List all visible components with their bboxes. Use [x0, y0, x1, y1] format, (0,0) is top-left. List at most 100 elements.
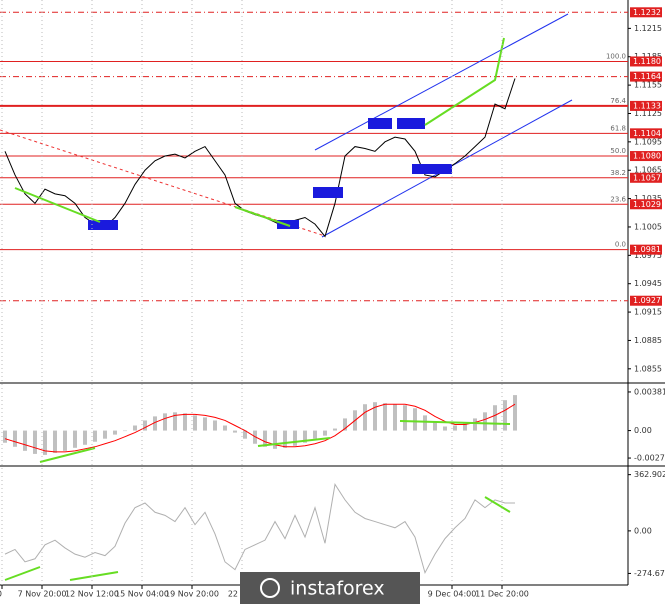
- divergence-line: [399, 420, 511, 425]
- histogram-bar: [323, 430, 327, 436]
- marker-box: [313, 187, 343, 198]
- x-tick-label: 00: [0, 590, 2, 599]
- histogram-bar: [433, 422, 437, 431]
- level-label: 1.1057: [633, 173, 661, 182]
- signal-line: [4, 403, 516, 453]
- histogram-bar: [303, 430, 307, 443]
- level-label: 1.1232: [633, 8, 661, 17]
- level-label-box: [630, 100, 662, 111]
- histogram-bar: [23, 430, 27, 451]
- fib-label: 0.0: [615, 241, 626, 249]
- watermark: instaforex: [290, 578, 385, 600]
- divergence-line: [14, 187, 101, 223]
- plots: [3, 78, 517, 575]
- level-label: 1.1164: [633, 72, 661, 81]
- divergence-line: [484, 496, 511, 513]
- levels: [0, 11, 628, 302]
- y-tick-label: 0.00: [634, 526, 652, 535]
- fib-label: 76.4: [610, 97, 626, 105]
- histogram-bar: [103, 430, 107, 439]
- histogram-bar: [393, 404, 397, 431]
- histogram-bar: [263, 430, 267, 447]
- histogram-bar: [403, 405, 407, 431]
- level-label-box: [630, 172, 662, 183]
- histogram-bar: [33, 430, 37, 454]
- histogram-bar: [363, 404, 367, 431]
- marker-box: [397, 118, 425, 129]
- level-label-box: [630, 128, 662, 139]
- histogram-bar: [233, 430, 237, 433]
- divergence-line: [4, 566, 41, 581]
- divergence-line: [39, 447, 96, 463]
- histogram-bar: [163, 413, 167, 431]
- trend-line: [0, 129, 326, 237]
- y-tick-label: 0.00: [634, 426, 652, 435]
- histogram-bar: [3, 430, 7, 443]
- y-tick-label: -274.6730: [634, 569, 665, 578]
- histogram-bar: [313, 430, 317, 439]
- divergence-line: [69, 571, 119, 581]
- histogram-bar: [243, 430, 247, 439]
- histogram-bar: [113, 430, 117, 435]
- histogram-bar: [503, 400, 507, 431]
- histogram-bar: [173, 412, 177, 431]
- y-tick-label: 1.0855: [634, 364, 662, 373]
- y-tick-label: 0.00381: [634, 387, 665, 396]
- histogram-bar: [283, 430, 287, 448]
- histogram-bar: [513, 395, 517, 431]
- histogram-bar: [413, 408, 417, 431]
- histogram-bar: [183, 413, 187, 431]
- level-label: 1.0927: [633, 296, 661, 305]
- x-tick-label: 12 Nov 12:00: [65, 590, 119, 599]
- watermark-box: [240, 572, 420, 604]
- histogram-bar: [273, 430, 277, 449]
- histogram-bar: [123, 430, 127, 432]
- histogram-bar: [193, 415, 197, 431]
- fib-label: 100.0: [606, 52, 626, 60]
- y-tick-label: 1.1035: [634, 194, 662, 203]
- level-label-box: [630, 71, 662, 82]
- histogram-bar: [93, 430, 97, 442]
- y-tick-label: 362.9024: [634, 470, 665, 479]
- price-line: [4, 78, 516, 238]
- histogram-bar: [333, 428, 337, 431]
- histogram-bar: [73, 430, 77, 448]
- level-label: 1.0981: [633, 245, 661, 254]
- histogram-bar: [213, 420, 217, 431]
- x-tick-label: 15 Nov 04:00: [115, 590, 169, 599]
- level-label: 1.1104: [633, 129, 661, 138]
- level-label-box: [630, 295, 662, 306]
- y-tick-label: 1.0945: [634, 279, 662, 288]
- cci-line: [4, 483, 515, 575]
- histogram-bar: [383, 403, 387, 431]
- y-tick-label: -0.00271: [634, 454, 665, 463]
- divergence-lines: [4, 37, 511, 581]
- histogram-bar: [293, 430, 297, 446]
- histogram-bar: [63, 430, 67, 451]
- histogram-bar: [473, 418, 477, 431]
- x-tick-label: 19 Nov 20:00: [165, 590, 219, 599]
- histogram-bar: [443, 426, 447, 431]
- histogram-bar: [13, 430, 17, 447]
- watermark-icon: [260, 578, 280, 598]
- histogram-bar: [133, 425, 137, 431]
- histogram-bar: [143, 420, 147, 431]
- level-label: 1.1029: [633, 200, 661, 209]
- level-label: 1.1133: [633, 101, 661, 110]
- histogram-bar: [203, 417, 207, 431]
- histogram-bar: [493, 405, 497, 431]
- histogram-bar: [483, 412, 487, 431]
- fib-label: 23.6: [610, 195, 626, 203]
- y-tick-label: 1.0885: [634, 336, 662, 345]
- divergence-line: [257, 437, 331, 447]
- level-label: 1.1180: [633, 57, 661, 66]
- level-label-box: [630, 151, 662, 162]
- histogram-bar: [423, 415, 427, 431]
- histogram-bar: [463, 422, 467, 431]
- y-tick-label: 1.0975: [634, 251, 662, 260]
- histogram-bar: [43, 430, 47, 455]
- histogram-bar: [223, 425, 227, 431]
- y-tick-label: 1.1125: [634, 109, 662, 118]
